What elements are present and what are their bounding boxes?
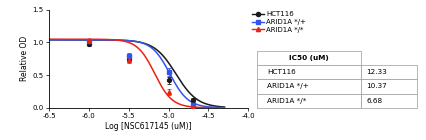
X-axis label: Log [NSC617145 (uM)]: Log [NSC617145 (uM)] xyxy=(105,122,192,131)
Legend: HCT116, ARID1A */+, ARID1A */*: HCT116, ARID1A */+, ARID1A */* xyxy=(252,11,306,33)
Y-axis label: Relative OD: Relative OD xyxy=(20,36,29,81)
